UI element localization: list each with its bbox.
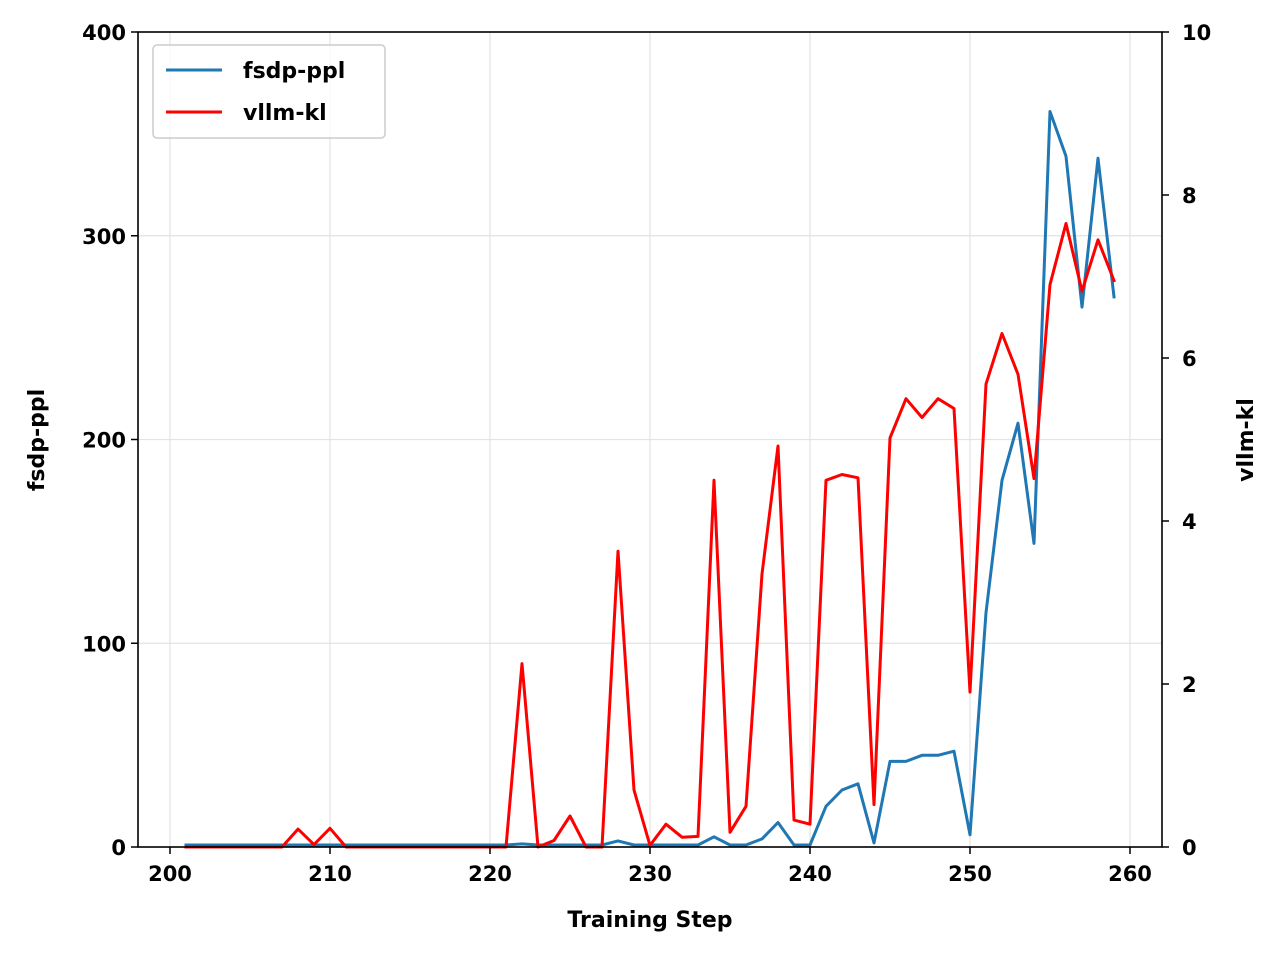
x-tick-label: 220 bbox=[468, 862, 512, 886]
y2-tick-label: 4 bbox=[1182, 510, 1197, 534]
y-tick-label: 300 bbox=[82, 225, 126, 249]
x-tick-label: 240 bbox=[788, 862, 832, 886]
y-tick-label: 100 bbox=[82, 632, 126, 656]
legend: fsdp-ppl vllm-kl bbox=[152, 44, 386, 139]
y-tick-label: 400 bbox=[82, 21, 126, 45]
y-axis-right: 0 2 4 6 8 10 bbox=[1162, 21, 1211, 860]
y2-tick-label: 2 bbox=[1182, 673, 1197, 697]
legend-label-fsdp-ppl: fsdp-ppl bbox=[243, 59, 345, 84]
y2-tick-label: 6 bbox=[1182, 347, 1197, 371]
plot-lines bbox=[184, 110, 1116, 849]
x-tick-label: 210 bbox=[308, 862, 352, 886]
y-tick-label: 0 bbox=[111, 836, 126, 860]
x-tick-label: 230 bbox=[628, 862, 672, 886]
y-tick-label: 200 bbox=[82, 429, 126, 453]
x-tick-label: 200 bbox=[148, 862, 192, 886]
y2-axis-label: vllm-kl bbox=[1234, 398, 1259, 482]
x-axis-label: Training Step bbox=[567, 908, 732, 933]
legend-box bbox=[152, 44, 386, 139]
y-axis-label: fsdp-ppl bbox=[25, 389, 50, 491]
x-axis: 200 210 220 230 240 250 260 bbox=[148, 847, 1152, 886]
y2-tick-label: 8 bbox=[1182, 184, 1197, 208]
y-axis-left: 0 100 200 300 400 bbox=[82, 21, 138, 860]
x-tick-label: 250 bbox=[948, 862, 992, 886]
y2-tick-label: 0 bbox=[1182, 836, 1197, 860]
legend-label-vllm-kl: vllm-kl bbox=[243, 101, 327, 126]
x-tick-label: 260 bbox=[1108, 862, 1152, 886]
y2-tick-label: 10 bbox=[1182, 21, 1211, 45]
series-line-vllm-kl bbox=[184, 222, 1116, 849]
